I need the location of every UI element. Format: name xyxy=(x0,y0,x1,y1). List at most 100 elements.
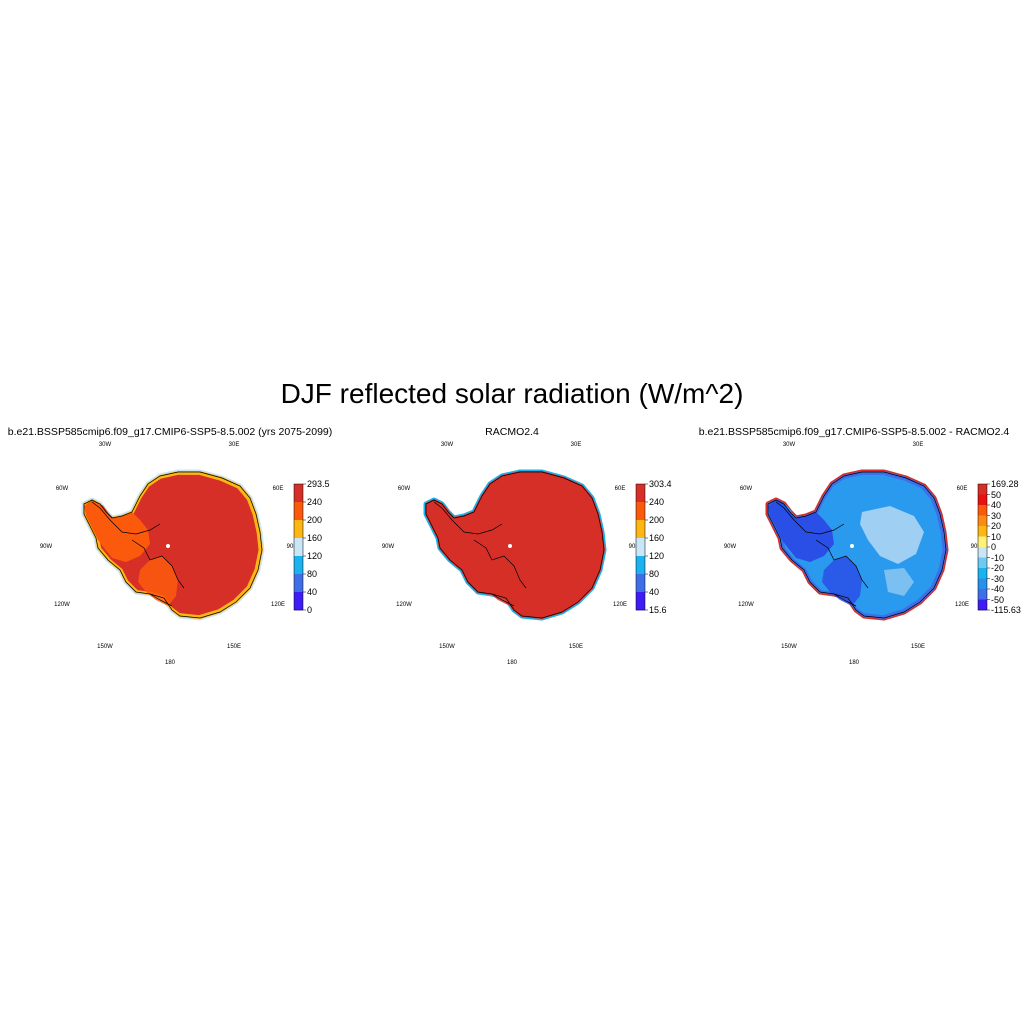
colorbar-label: 240 xyxy=(649,497,665,507)
longitude-label: 180 xyxy=(507,660,518,666)
map-interior xyxy=(429,474,601,616)
longitude-label: 90E xyxy=(971,544,982,550)
colorbar-segment xyxy=(978,526,987,537)
panel-title-model: b.e21.BSSP585cmip6.f09_g17.CMIP6-SSP5-8.… xyxy=(7,426,333,438)
colorbar-segment xyxy=(978,494,987,506)
longitude-label: 120W xyxy=(54,602,70,608)
colorbar-segment xyxy=(294,592,303,611)
map-light-anomaly xyxy=(860,506,924,564)
colorbar-segment xyxy=(636,520,645,539)
longitude-label: 60E xyxy=(273,486,284,492)
panel-model: b.e21.BSSP585cmip6.f09_g17.CMIP6-SSP5-8.… xyxy=(0,420,340,680)
colorbar-label: 40 xyxy=(307,587,318,597)
longitude-label: 30W xyxy=(783,442,796,448)
colorbar-label: -40 xyxy=(991,584,1005,594)
longitude-label: 150E xyxy=(227,644,241,650)
colorbar-label: 20 xyxy=(991,521,1002,531)
longitude-label: 30W xyxy=(99,442,112,448)
colorbar-label: -50 xyxy=(991,594,1005,605)
colorbar-segment xyxy=(978,557,987,569)
longitude-label: 150E xyxy=(569,644,583,650)
colorbar-label: -30 xyxy=(991,573,1005,584)
longitude-label: 120E xyxy=(271,602,285,608)
colorbar-label: -20 xyxy=(991,563,1005,573)
panel-title-difference: b.e21.BSSP585cmip6.f09_g17.CMIP6-SSP5-8.… xyxy=(698,426,1010,438)
longitude-label: 60W xyxy=(56,486,69,492)
map-interior xyxy=(87,474,259,616)
colorbar-segment xyxy=(294,484,303,503)
colorbar-label: 303.4 xyxy=(649,479,672,489)
longitude-label: 30W xyxy=(441,442,454,448)
colorbar-label: 40 xyxy=(991,500,1002,510)
colorbar-segment xyxy=(294,520,303,539)
colorbar-segment xyxy=(636,484,645,503)
longitude-label: 180 xyxy=(165,660,176,666)
longitude-label: 150E xyxy=(911,644,925,650)
colorbar-label: 40 xyxy=(649,587,660,597)
colorbar-segment xyxy=(978,578,987,590)
longitude-label: 60E xyxy=(957,486,968,492)
colorbar-segment xyxy=(978,484,987,495)
colorbar-segment xyxy=(294,538,303,557)
longitude-label: 60W xyxy=(398,486,411,492)
longitude-label: 120W xyxy=(738,602,754,608)
colorbar-segment xyxy=(294,502,303,521)
colorbar-label: 293.5 xyxy=(307,479,330,489)
map-light-anomaly-2 xyxy=(884,568,914,596)
colorbar-segment xyxy=(978,515,987,527)
coastline xyxy=(425,471,605,619)
longitude-label: 120E xyxy=(613,602,627,608)
longitude-label: 90E xyxy=(287,544,298,550)
longitude-label: 30E xyxy=(571,442,582,448)
longitude-label: 120W xyxy=(396,602,412,608)
colorbar-label: -10 xyxy=(991,552,1005,563)
colorbar-segment xyxy=(636,592,645,611)
colorbar-label: 15.6 xyxy=(649,605,667,615)
colorbar-segment xyxy=(978,568,987,579)
longitude-label: 120E xyxy=(955,602,969,608)
colorbar-frame xyxy=(635,483,646,611)
coastline xyxy=(767,471,947,619)
colorbar-segment xyxy=(636,502,645,521)
longitude-label: 30E xyxy=(913,442,924,448)
longitude-label: 60E xyxy=(615,486,626,492)
colorbar-label: 80 xyxy=(307,569,318,579)
pole-marker xyxy=(166,544,170,548)
colorbar-label: 10 xyxy=(991,531,1002,542)
colorbar-segment xyxy=(294,574,303,593)
colorbar-segment xyxy=(636,538,645,557)
colorbar-label: 200 xyxy=(649,515,665,525)
colorbar-label: 0 xyxy=(307,605,313,615)
map-peninsula xyxy=(768,500,834,562)
grounding-line xyxy=(433,501,527,607)
panel-difference: b.e21.BSSP585cmip6.f09_g17.CMIP6-SSP5-8.… xyxy=(684,420,1024,680)
colorbar-segment xyxy=(636,574,645,593)
longitude-label: 150W xyxy=(97,644,113,650)
longitude-label: 90W xyxy=(40,544,53,550)
panel-title-racmo: RACMO2.4 xyxy=(485,426,539,438)
pole-marker xyxy=(508,544,512,548)
colorbar-label: 160 xyxy=(307,533,323,543)
colorbar-segment xyxy=(978,536,987,548)
colorbar-label: 0 xyxy=(991,542,997,552)
longitude-label: 90E xyxy=(629,544,640,550)
colorbar-segment xyxy=(978,505,987,516)
colorbar-segment xyxy=(294,556,303,575)
colorbar-segment xyxy=(636,556,645,575)
coastline xyxy=(83,471,263,619)
colorbar-label: 80 xyxy=(649,569,660,579)
pole-marker xyxy=(850,544,854,548)
longitude-label: 30E xyxy=(229,442,240,448)
colorbar-segment xyxy=(978,547,987,558)
map-racmo: 30W 30E 60W 60E 90W 90E 120W 120E 150W 150E 180 xyxy=(382,442,648,666)
colorbar-frame xyxy=(293,483,304,611)
grounding-line xyxy=(775,501,869,607)
longitude-label: 150W xyxy=(439,644,455,650)
longitude-label: 150W xyxy=(781,644,797,650)
colorbar-label: -115.63 xyxy=(991,605,1021,615)
figure-title: DJF reflected solar radiation (W/m^2) xyxy=(280,378,744,409)
map-model: 30W 30E 60W 60E 90W 90E 120W 120E 150W 150E 180 xyxy=(40,442,306,666)
longitude-label: 60W xyxy=(740,486,753,492)
colorbar-segment xyxy=(978,589,987,600)
map-difference: 30W 30E 60W 60E 90W 90E 120W 120E 150W 150E 180 xyxy=(724,442,990,666)
